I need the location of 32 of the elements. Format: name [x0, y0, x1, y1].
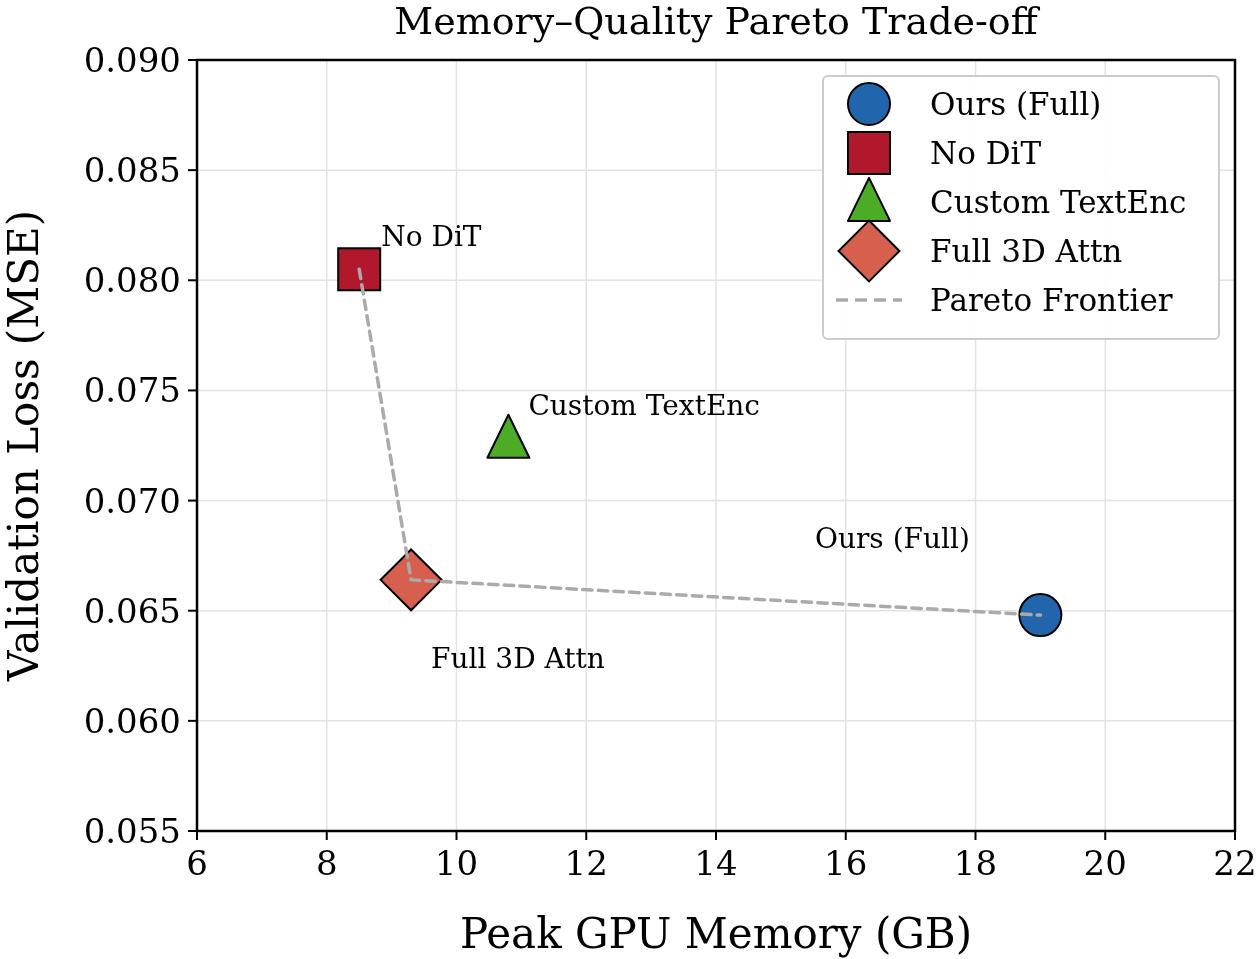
x-tick-label: 8 [315, 843, 338, 883]
point [1018, 593, 1063, 638]
y-tick-label: 0.070 [83, 480, 181, 521]
point [337, 247, 382, 292]
point [379, 548, 443, 612]
annotation: No DiT [381, 220, 482, 254]
legend-label: Custom TextEnc [930, 184, 1187, 220]
y-axis-title: Validation Loss (MSE) [0, 209, 48, 683]
x-tick-label: 10 [434, 843, 479, 883]
y-tick-label: 0.055 [83, 811, 181, 851]
y-tick-label: 0.080 [83, 260, 181, 301]
legend-label: Pareto Frontier [930, 282, 1173, 318]
y-tick-label: 0.065 [83, 590, 181, 631]
y-tick-label: 0.085 [83, 150, 181, 191]
x-axis-title: Peak GPU Memory (GB) [459, 909, 973, 958]
x-tick-label: 22 [1213, 843, 1256, 883]
y-tick-label: 0.075 [83, 370, 181, 411]
y-tick-label: 0.060 [83, 700, 181, 741]
legend-label: Full 3D Attn [930, 233, 1123, 269]
x-tick-label: 20 [1083, 843, 1127, 883]
x-tick-label: 16 [824, 843, 868, 883]
annotation: Full 3D Attn [431, 641, 605, 675]
x-tick-label: 14 [694, 843, 738, 883]
x-tick-label: 6 [186, 843, 208, 883]
annotation: Ours (Full) [815, 522, 970, 555]
y-tick-label: 0.090 [83, 40, 181, 80]
x-tick-label: 12 [564, 843, 608, 883]
annotation: Custom TextEnc [528, 388, 761, 422]
legend-label: No DiT [930, 135, 1042, 171]
chart-title: Memory–Quality Pareto Trade-off [394, 0, 1041, 43]
legend-label: Ours (Full) [930, 86, 1102, 122]
x-tick-label: 18 [953, 843, 998, 883]
